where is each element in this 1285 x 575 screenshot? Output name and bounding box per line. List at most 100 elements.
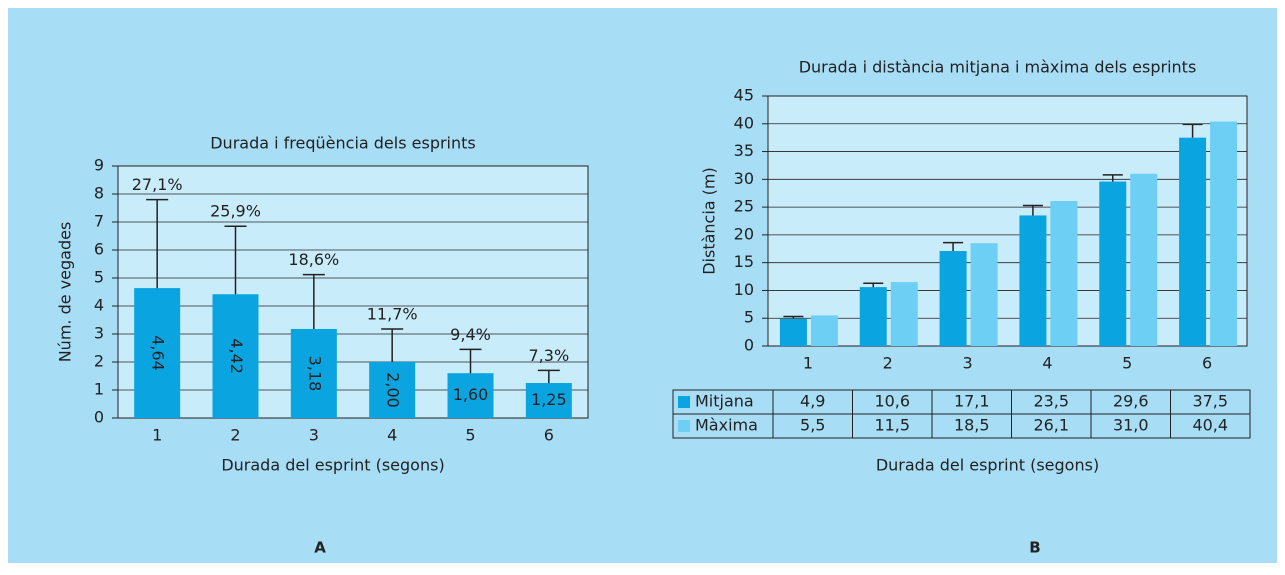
- legend-swatch: [678, 396, 690, 408]
- y-tick-label: 8: [94, 184, 104, 203]
- x-tick-label: 4: [1042, 354, 1052, 373]
- x-tick-label: 6: [1202, 354, 1212, 373]
- value-label: 4,42: [227, 338, 246, 374]
- table-value: 10,6: [874, 392, 910, 411]
- bar: [810, 315, 838, 346]
- error-bar: [863, 282, 884, 288]
- x-tick-label: 1: [152, 426, 162, 445]
- bar: [890, 282, 918, 346]
- panel-label: A: [314, 539, 326, 557]
- y-tick-label: 40: [734, 113, 754, 132]
- value-label: 1,60: [453, 385, 489, 404]
- bar: [212, 294, 259, 418]
- error-bar: [381, 328, 404, 362]
- y-tick-label: 5: [94, 268, 104, 287]
- bar: [369, 362, 416, 418]
- annotation: 25,9%: [210, 202, 261, 221]
- error-bar: [146, 198, 169, 289]
- legend-swatch: [678, 420, 690, 432]
- error-bar: [302, 273, 325, 329]
- y-tick-label: 25: [734, 197, 754, 216]
- error-bar: [459, 348, 482, 374]
- value-label: 3,18: [305, 356, 324, 392]
- bar: [970, 243, 998, 346]
- bar: [290, 328, 337, 418]
- table-value: 29,6: [1113, 392, 1149, 411]
- x-tick-label: 2: [230, 426, 240, 445]
- y-tick-label: 10: [734, 280, 754, 299]
- bar: [859, 287, 887, 346]
- table-value: 40,4: [1192, 416, 1228, 435]
- bar: [1099, 181, 1127, 346]
- bar: [134, 288, 181, 418]
- y-tick-label: 35: [734, 141, 754, 160]
- chart-title: Durada i distància mitjana i màxima dels…: [799, 58, 1197, 77]
- annotation: 11,7%: [367, 304, 418, 323]
- y-tick-label: 15: [734, 252, 754, 271]
- y-tick-label: 20: [734, 224, 754, 243]
- chart-title: Durada i freqüència dels esprints: [210, 134, 476, 153]
- table-value: 18,5: [954, 416, 990, 435]
- x-tick-label: 6: [544, 426, 554, 445]
- bar: [525, 383, 572, 418]
- error-bar: [1102, 174, 1123, 182]
- value-label: 4,64: [149, 335, 168, 371]
- error-bar: [1182, 123, 1203, 138]
- table-value: 5,5: [800, 416, 825, 435]
- y-tick-label: 6: [94, 240, 104, 259]
- bar: [1130, 173, 1158, 346]
- error-bar: [783, 315, 804, 319]
- table-value: 31,0: [1113, 416, 1149, 435]
- y-tick-label: 5: [744, 308, 754, 327]
- y-tick-label: 9: [94, 156, 104, 175]
- table-cell: [1170, 413, 1251, 439]
- y-tick-label: 4: [94, 296, 104, 315]
- table-value: 23,5: [1033, 392, 1069, 411]
- x-tick-label: 5: [1122, 354, 1132, 373]
- bar: [447, 373, 494, 418]
- y-tick-label: 1: [94, 380, 104, 399]
- y-tick-label: 0: [94, 408, 104, 427]
- x-tick-label: 5: [465, 426, 475, 445]
- x-tick-label: 1: [803, 354, 813, 373]
- y-tick-label: 45: [734, 86, 754, 105]
- x-tick-label: 4: [387, 426, 397, 445]
- plot-area: [117, 165, 589, 419]
- bar: [779, 318, 807, 346]
- bar: [1210, 121, 1238, 346]
- annotation: 27,1%: [132, 175, 183, 194]
- legend-label: Màxima: [695, 416, 758, 435]
- table-value: 37,5: [1192, 392, 1228, 411]
- error-bar: [943, 241, 964, 251]
- annotation: 7,3%: [529, 346, 570, 365]
- table-value: 26,1: [1033, 416, 1069, 435]
- bar: [1179, 137, 1207, 346]
- panel-label: B: [1029, 539, 1040, 557]
- table-value: 11,5: [874, 416, 910, 435]
- annotation: 18,6%: [288, 250, 339, 269]
- table-value: 17,1: [954, 392, 990, 411]
- table-value: 4,9: [800, 392, 825, 411]
- y-tick-label: 3: [94, 324, 104, 343]
- bar: [1050, 201, 1078, 346]
- value-label: 1,25: [531, 390, 567, 409]
- bar: [1019, 215, 1047, 346]
- legend-label: Mitjana: [695, 392, 754, 411]
- x-axis-label: Durada del esprint (segons): [221, 456, 444, 475]
- bar: [939, 251, 967, 346]
- error-bar: [1022, 204, 1043, 216]
- x-axis-label: Durada del esprint (segons): [876, 456, 1099, 475]
- y-tick-label: 2: [94, 352, 104, 371]
- plot-area: [767, 95, 1248, 347]
- annotation: 9,4%: [450, 325, 491, 344]
- x-tick-label: 2: [883, 354, 893, 373]
- y-tick-label: 0: [744, 336, 754, 355]
- y-axis-label: Núm. de vegades: [56, 222, 75, 363]
- value-label: 2,00: [384, 372, 403, 408]
- error-bar: [224, 225, 247, 295]
- y-tick-label: 7: [94, 212, 104, 231]
- y-tick-label: 30: [734, 169, 754, 188]
- error-bar: [537, 369, 560, 383]
